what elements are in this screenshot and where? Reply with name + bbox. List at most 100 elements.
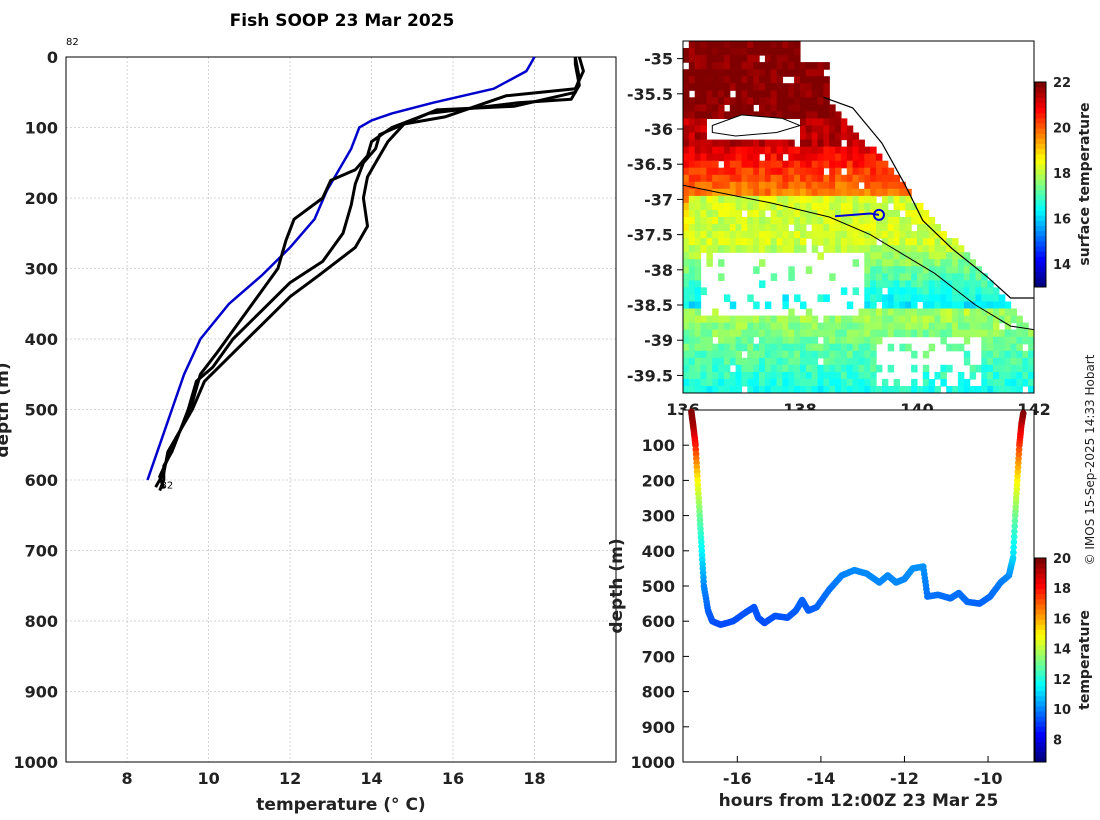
y-tick-label: 100 [25, 119, 58, 138]
sst-cell [823, 118, 830, 127]
sst-cell [829, 174, 836, 183]
sst-cell [688, 62, 696, 70]
sst-cell [811, 125, 819, 134]
sst-cell [706, 111, 713, 120]
sst-cell [817, 329, 824, 338]
sst-cell [694, 188, 702, 197]
sst-cell [858, 245, 865, 253]
sst-cell [1034, 365, 1040, 373]
sst-cell [870, 280, 877, 289]
sst-cell [870, 371, 877, 380]
sst-cell [700, 83, 707, 91]
sst-cell [794, 167, 801, 176]
colorbar-segment [1035, 251, 1046, 257]
sst-cell [876, 294, 883, 303]
temp-colorbar-segment [1035, 736, 1046, 743]
sst-cell [800, 146, 807, 155]
sst-cell [922, 301, 930, 310]
sst-cell [934, 301, 941, 310]
sst-cell [788, 62, 795, 70]
sst-cell [852, 132, 860, 141]
sst-cell [887, 343, 895, 352]
sst-cell [718, 371, 725, 380]
sst-cell [770, 55, 778, 63]
sst-cell [788, 245, 795, 253]
sst-cell [911, 210, 918, 218]
sst-cell [911, 364, 918, 373]
sst-cell [729, 224, 737, 232]
sst-cell [864, 364, 871, 373]
sst-cell [764, 160, 772, 169]
vessel-position-marker [872, 208, 885, 221]
sst-cell [776, 336, 784, 345]
sst-cell [823, 62, 830, 70]
sst-cell [782, 350, 789, 359]
sst-cell [729, 83, 737, 91]
sst-cell [846, 139, 854, 148]
sst-cell [805, 195, 813, 204]
sst-cell [735, 76, 743, 84]
sst-cell [741, 245, 748, 253]
sst-cell [683, 83, 690, 91]
sst-cell [770, 76, 778, 84]
sst-cell [858, 224, 865, 232]
track-point [1011, 522, 1018, 530]
sst-cell [782, 160, 789, 169]
sst-cell [963, 308, 971, 317]
sst-cell [811, 343, 819, 352]
sst-cell [852, 202, 860, 211]
sst-cell [987, 357, 994, 366]
sst-cell [993, 301, 1000, 310]
temp-colorbar-segment [1035, 670, 1046, 676]
sst-cell [747, 153, 754, 162]
sst-cell [840, 217, 848, 225]
sst-cell [718, 364, 725, 373]
y-tick-label: 900 [25, 683, 58, 702]
sst-cell [887, 245, 895, 253]
sst-cell [747, 217, 754, 225]
sst-cell [718, 238, 725, 246]
colorbar-segment [1035, 225, 1046, 232]
sst-cell [934, 371, 941, 380]
sst-cell [852, 364, 860, 373]
sst-cell [729, 329, 737, 338]
sst-cell [957, 245, 965, 253]
sst-cell [729, 386, 737, 393]
sst-cell [759, 231, 766, 239]
sst-cell [975, 308, 982, 317]
sst-cell [776, 386, 784, 393]
sst-cell [858, 146, 865, 155]
sst-cell [700, 336, 707, 345]
sst-cell [723, 174, 731, 183]
sst-cell [759, 174, 766, 183]
sst-cell [846, 181, 854, 190]
sst-cell [922, 273, 930, 281]
colorbar-segment [1035, 281, 1046, 288]
sst-cell [718, 146, 725, 155]
sst-cell [741, 315, 748, 324]
sst-cell [723, 41, 731, 49]
sst-cell [823, 188, 830, 197]
sst-cell [694, 308, 702, 317]
sst-cell [735, 167, 743, 176]
sst-cell [840, 160, 848, 169]
colorbar-segment [1035, 87, 1046, 93]
sst-cell [805, 217, 813, 225]
sst-cell [741, 83, 748, 91]
sst-cell [776, 83, 784, 91]
sst-cell [729, 315, 737, 324]
sst-cell [893, 315, 901, 324]
sst-cell [700, 245, 707, 253]
sst-cell [735, 83, 743, 91]
sst-cell [718, 273, 725, 281]
sst-cell [764, 336, 772, 345]
sst-cell [858, 386, 865, 393]
sst-cell [800, 139, 807, 148]
sst-cell [688, 357, 696, 366]
sst-cell [1028, 386, 1034, 393]
sst-cell [782, 90, 789, 98]
sst-cell [864, 160, 871, 169]
sst-cell [835, 343, 842, 352]
sst-cell [694, 350, 702, 359]
sst-cell [846, 210, 854, 218]
